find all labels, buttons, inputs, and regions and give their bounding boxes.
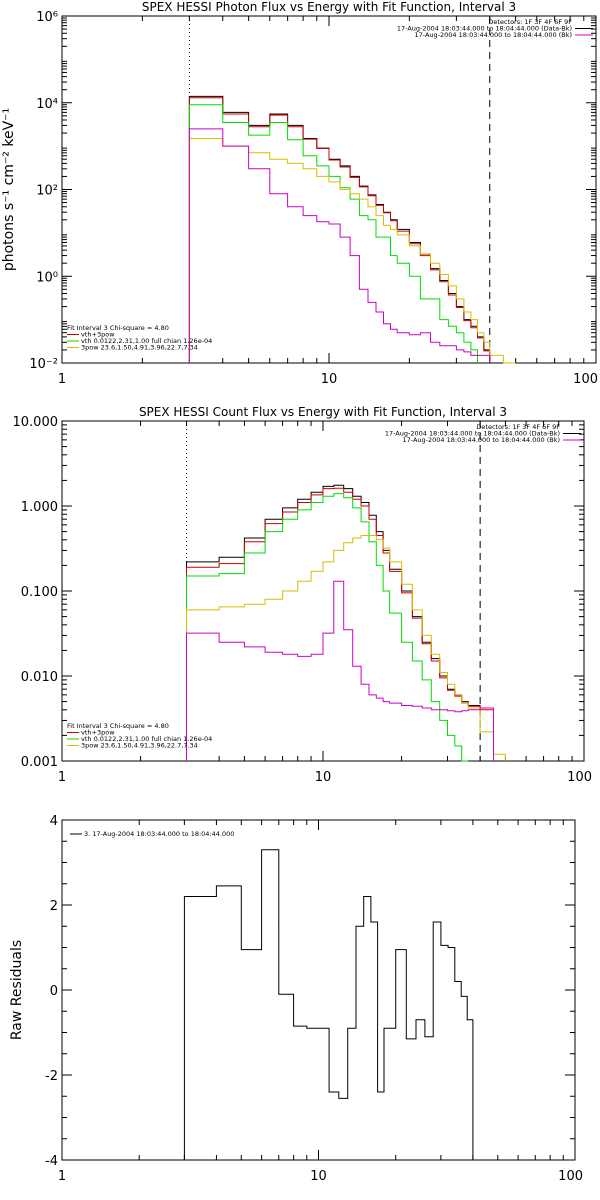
series-2-line [188, 104, 478, 363]
y-tick-label: 0 [50, 984, 58, 999]
legend-bottom-text: 3pow 23.6,1.50,4.91,3.96,22.7,7.34 [81, 742, 198, 750]
y-tick-label: 10⁻² [29, 357, 58, 372]
y-tick-label: 10.000 [13, 415, 59, 430]
x-tick-label: 10 [310, 1169, 327, 1184]
legend-bottom-text: Fit Interval 3 Chi-square = 4.80 [67, 324, 169, 332]
y-tick-label: 1.000 [21, 500, 58, 515]
y-tick-label: -2 [45, 1069, 58, 1084]
y-tick-label: 0.100 [21, 585, 58, 600]
plot-frame [61, 819, 576, 1161]
legend-bottom-text: Fit Interval 3 Chi-square = 4.80 [67, 722, 169, 730]
plot-frame [61, 420, 585, 762]
x-tick-label: 1 [58, 770, 66, 785]
photon-chart: SPEX HESSI Photon Flux vs Energy with Fi… [1, 0, 598, 387]
x-tick-label: 100 [573, 372, 598, 387]
legend-top-text: Detectors: 1F 3F 4F 6F 9F [488, 18, 572, 26]
y-tick-label: 10² [36, 184, 58, 199]
y-tick-label: 10⁶ [36, 10, 58, 25]
chart-title: SPEX HESSI Photon Flux vs Energy with Fi… [142, 0, 516, 14]
legend-top-text: Detectors: 1F 3F 4F 6F 9F [476, 423, 560, 431]
legend-bottom-text: vth 0.0122,2.31,1.00 full chian 1.26e-04 [81, 337, 212, 345]
y-tick-label: 4 [50, 814, 58, 829]
legend-bottom-text: vth 0.0122,2.31,1.00 full chian 1.26e-04 [81, 735, 212, 743]
legend-top-text: 17-Aug-2004 18:03:44.000 to 18:04:44.000… [403, 436, 560, 444]
x-tick-label: 1 [58, 1169, 66, 1184]
y-tick-label: 10⁴ [36, 97, 58, 112]
series-1-line [188, 97, 491, 363]
x-tick-label: 100 [558, 1169, 583, 1184]
legend-top-text: 17-Aug-2004 18:03:44.000 to 18:04:44.000… [415, 31, 572, 39]
legend-top-text: 17-Aug-2004 18:03:44.000 to 18:04:44.000… [397, 25, 572, 33]
x-tick-label: 1 [58, 372, 66, 387]
series-2-line [186, 493, 469, 762]
plot-frame [61, 15, 597, 364]
series-0-line [186, 484, 494, 761]
series-1-line [186, 487, 494, 761]
legend-top-text: 17-Aug-2004 18:03:44.000 to 18:04:44.000… [385, 430, 560, 438]
y-tick-label: -4 [45, 1154, 58, 1169]
y-tick-label: 0.010 [21, 670, 58, 685]
series-0-line [183, 849, 474, 1160]
series-0-line [188, 95, 504, 364]
y-axis-label: Raw Residuals [9, 940, 25, 1040]
series-4-line [188, 128, 491, 363]
x-tick-label: 10 [315, 770, 332, 785]
y-tick-label: 10⁰ [36, 270, 58, 285]
legend-top-text: 3. 17-Aug-2004 18:03:44.000 to 18:04:44.… [84, 830, 234, 838]
series-3-line [186, 535, 506, 761]
y-tick-label: 0.001 [21, 755, 58, 770]
x-tick-label: 10 [321, 372, 338, 387]
series-4-line [186, 580, 494, 761]
count-chart: SPEX HESSI Count Flux vs Energy with Fit… [13, 405, 593, 785]
y-axis-label: photons s⁻¹ cm⁻² keV⁻¹ [1, 108, 17, 271]
legend-bottom-text: 3pow 23.6,1.50,4.91,3.96,22.7,7.34 [81, 344, 198, 352]
legend-bottom-text: vth+3pow [81, 331, 115, 339]
legend-bottom-text: vth+3pow [81, 729, 115, 737]
x-tick-label: 100 [567, 770, 592, 785]
series-3-line [188, 138, 516, 364]
chart-title: SPEX HESSI Count Flux vs Energy with Fit… [139, 405, 507, 419]
resid-chart: 1 10 100 -4 -2 0 2 4 Raw Residuals 3. 17-Aug-2004… [9, 814, 583, 1184]
y-tick-label: 2 [50, 899, 58, 914]
